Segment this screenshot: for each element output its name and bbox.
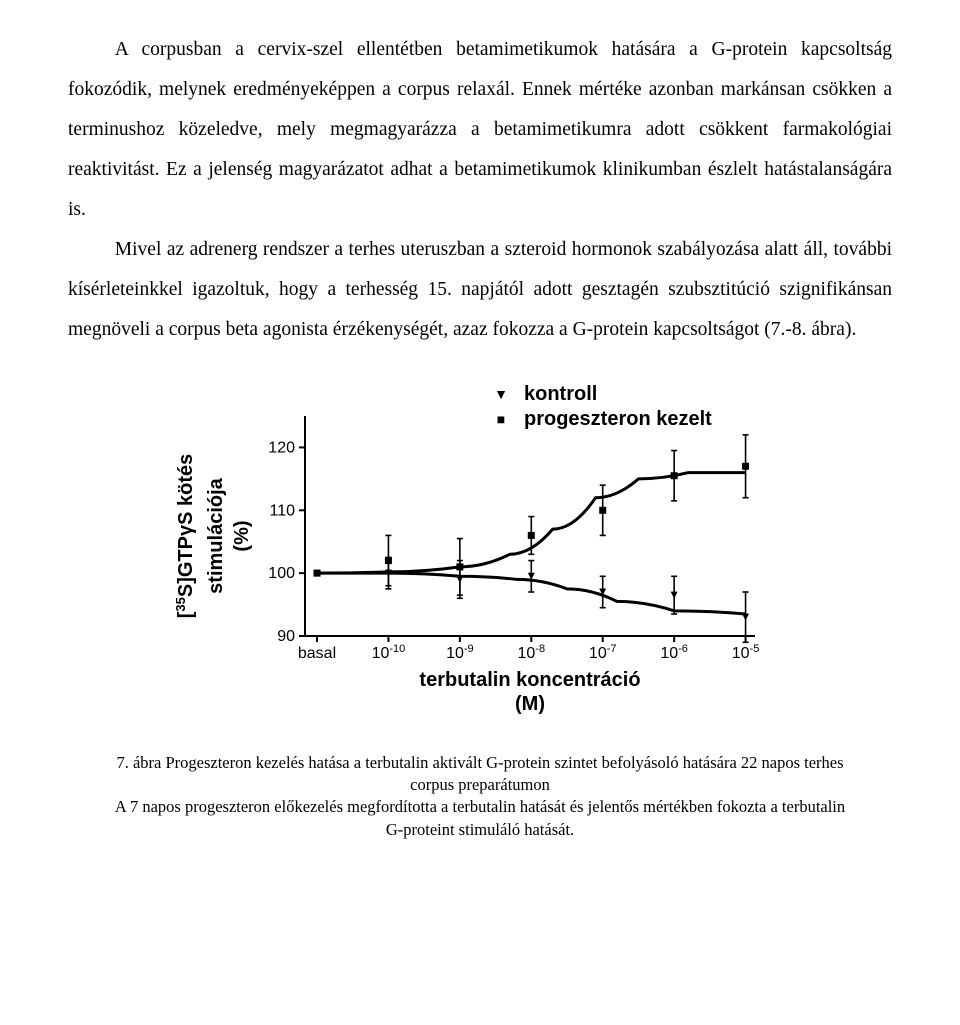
svg-text:10-7: 10-7 (589, 643, 617, 662)
svg-text:90: 90 (277, 628, 295, 645)
caption-line-1: 7. ábra Progeszteron kezelés hatása a te… (116, 753, 843, 772)
svg-text:100: 100 (268, 565, 295, 582)
svg-text:110: 110 (269, 502, 295, 519)
paragraph-2: Mivel az adrenerg rendszer a terhes uter… (68, 230, 892, 350)
svg-text:10-10: 10-10 (372, 643, 406, 662)
triangle-down-icon: ▼ (490, 387, 512, 401)
svg-text:stimulációja: stimulációja (205, 477, 227, 593)
svg-text:10-6: 10-6 (660, 643, 688, 662)
body-text: A corpusban a cervix-szel ellentétben be… (68, 30, 892, 350)
svg-text:(M): (M) (515, 693, 545, 715)
svg-text:10-9: 10-9 (446, 643, 474, 662)
legend-label: progeszteron kezelt (524, 407, 712, 432)
caption-line-3: A 7 napos progeszteron előkezelés megfor… (115, 797, 845, 816)
svg-text:terbutalin koncentráció: terbutalin koncentráció (419, 669, 640, 691)
square-icon: ■ (490, 412, 512, 426)
svg-text:[35S]GTPγS kötés: [35S]GTPγS kötés (173, 453, 197, 618)
paragraph-1: A corpusban a cervix-szel ellentétben be… (68, 30, 892, 230)
caption-line-4: G-proteint stimuláló hatását. (386, 820, 574, 839)
svg-text:120: 120 (268, 439, 295, 456)
svg-text:(%): (%) (231, 520, 253, 551)
chart-legend: ▼ kontroll ■ progeszteron kezelt (490, 382, 712, 432)
svg-text:basal: basal (298, 645, 336, 662)
legend-item-progeszteron: ■ progeszteron kezelt (490, 407, 712, 432)
figure-caption: 7. ábra Progeszteron kezelés hatása a te… (68, 752, 892, 841)
legend-label: kontroll (524, 382, 597, 407)
document-page: A corpusban a cervix-szel ellentétben be… (0, 0, 960, 1025)
legend-item-kontroll: ▼ kontroll (490, 382, 712, 407)
svg-text:10-8: 10-8 (517, 643, 545, 662)
caption-line-2: corpus preparátumon (410, 775, 550, 794)
svg-text:10-5: 10-5 (732, 643, 760, 662)
chart-svg: 90 100 110 120 basal 10-10 10-9 10-8 10-7 10-6 10-… (160, 386, 800, 736)
figure-7-chart: ▼ kontroll ■ progeszteron kezelt 9010011… (160, 386, 800, 736)
